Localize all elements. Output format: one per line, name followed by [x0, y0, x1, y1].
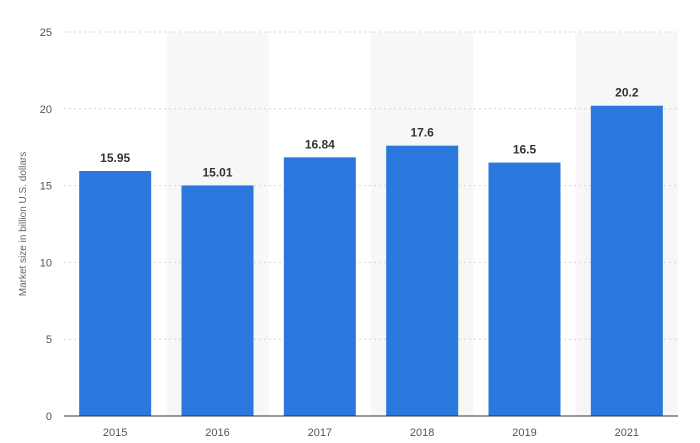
data-label-2019: 16.5 — [513, 143, 537, 157]
y-tick-label: 25 — [40, 27, 52, 39]
y-tick-label: 0 — [46, 411, 52, 423]
x-tick-label-2018: 2018 — [410, 427, 434, 439]
data-label-2015: 15.95 — [100, 151, 130, 165]
x-tick-label-2017: 2017 — [308, 427, 332, 439]
y-tick-label: 20 — [40, 104, 52, 116]
bars — [79, 105, 663, 417]
bar-2019 — [488, 162, 561, 416]
x-tick-label-2016: 2016 — [205, 427, 229, 439]
y-axis-ticks: 0 5 10 15 20 25 — [40, 27, 52, 423]
x-tick-label-2015: 2015 — [103, 427, 127, 439]
bar-2021 — [590, 105, 663, 416]
data-labels: 15.95 15.01 16.84 17.6 16.5 20.2 — [100, 86, 639, 180]
data-label-2017: 16.84 — [305, 137, 335, 151]
data-label-2016: 15.01 — [202, 165, 232, 179]
y-tick-label: 10 — [40, 257, 52, 269]
bar-2016 — [181, 185, 254, 416]
y-tick-label: 15 — [40, 181, 52, 193]
x-tick-label-2021: 2021 — [615, 427, 639, 439]
data-label-2018: 17.6 — [410, 126, 434, 140]
bar-2018 — [386, 145, 459, 416]
bar-2017 — [283, 157, 356, 417]
y-axis-title: Market size in billion U.S. dollars — [18, 152, 29, 297]
x-tick-label-2019: 2019 — [512, 427, 536, 439]
x-axis-ticks: 2015 2016 2017 2018 2019 2021 — [103, 427, 639, 439]
gridlines — [64, 31, 678, 340]
y-tick-label: 5 — [46, 334, 52, 346]
data-label-2021: 20.2 — [615, 86, 639, 100]
bar-2015 — [79, 171, 152, 416]
